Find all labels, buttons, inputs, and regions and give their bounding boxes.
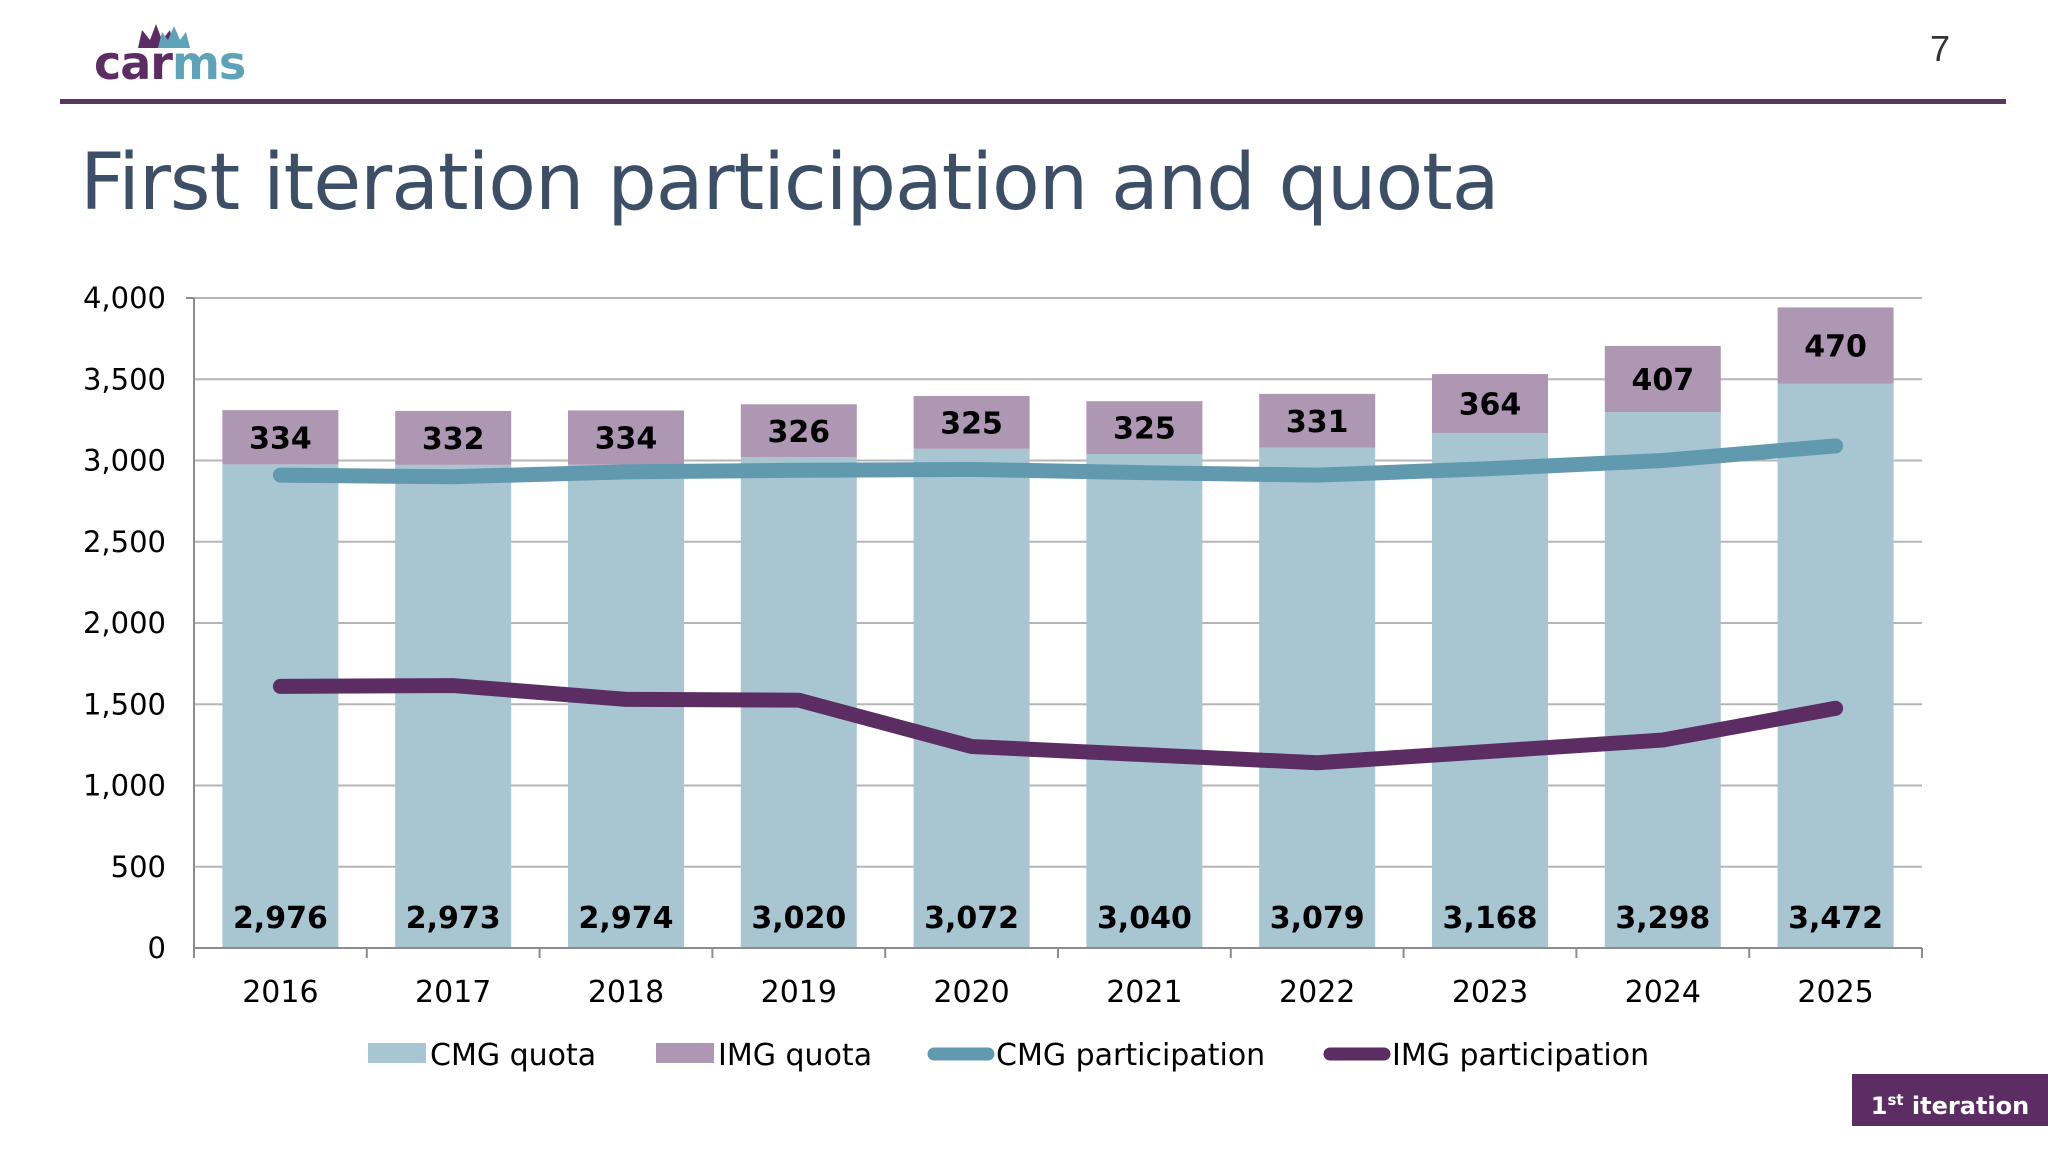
legend-label: CMG quota (430, 1038, 596, 1073)
x-tick-label: 2025 (1797, 975, 1873, 1010)
cmg-quota-bar (913, 448, 1030, 948)
y-tick-label: 2,500 (83, 525, 166, 559)
y-tick-label: 0 (148, 931, 166, 965)
legend-swatch (656, 1043, 714, 1063)
img-quota-bar (222, 410, 339, 465)
page-number: 7 (1929, 28, 1950, 69)
img-quota-label: 334 (249, 421, 312, 456)
x-tick-label: 2021 (1106, 975, 1182, 1010)
img-quota-bar (1777, 307, 1894, 384)
cmg-quota-label: 3,079 (1270, 901, 1365, 936)
y-tick-label: 4,000 (83, 281, 166, 315)
img-quota-label: 332 (422, 422, 485, 457)
cmg-quota-bar (1259, 447, 1376, 948)
cmg-quota-label: 2,973 (406, 901, 501, 936)
cmg-quota-label: 2,976 (233, 901, 328, 936)
img-quota-label: 331 (1286, 405, 1349, 440)
x-tick-label: 2018 (588, 975, 664, 1010)
cmg-quota-label: 3,040 (1097, 901, 1192, 936)
legend-label: IMG quota (718, 1038, 872, 1073)
img-quota-bar (1086, 401, 1203, 454)
x-tick-label: 2020 (933, 975, 1009, 1010)
cmg-quota-label: 3,472 (1788, 901, 1883, 936)
y-tick-label: 3,000 (83, 444, 166, 478)
img-quota-label: 326 (767, 415, 830, 450)
img-quota-label: 364 (1459, 388, 1522, 423)
logo-wordmark: carms (94, 36, 246, 90)
cmg-quota-bar (1086, 454, 1203, 948)
img-quota-bar (568, 410, 684, 465)
x-tick-label: 2022 (1279, 975, 1355, 1010)
cmg-quota-label: 3,298 (1615, 901, 1710, 936)
y-tick-label: 1,000 (83, 769, 166, 803)
x-tick-label: 2024 (1625, 975, 1701, 1010)
slide-title: First iteration participation and quota (80, 138, 1500, 228)
legend-label: CMG participation (996, 1038, 1265, 1073)
crown-icon (138, 24, 190, 48)
cmg-quota-label: 3,168 (1443, 901, 1538, 936)
img-quota-bar (1432, 374, 1548, 434)
y-tick-label: 1,500 (83, 687, 166, 721)
img-quota-bar (1604, 345, 1721, 413)
x-tick-label: 2017 (415, 975, 491, 1010)
cmg-quota-label: 3,072 (924, 901, 1019, 936)
cmg-quota-bar (1604, 412, 1721, 948)
img-quota-bar (913, 395, 1030, 449)
x-tick-label: 2023 (1452, 975, 1528, 1010)
y-tick-label: 2,000 (83, 606, 166, 640)
img-quota-label: 325 (1113, 412, 1176, 447)
y-tick-label: 500 (111, 850, 166, 884)
header-divider (60, 99, 2006, 104)
iteration-badge: 1st iteration (1852, 1074, 2048, 1126)
img-quota-bar (395, 410, 512, 465)
legend-label: IMG participation (1392, 1038, 1649, 1073)
cmg-quota-label: 3,020 (751, 901, 846, 936)
cmg-quota-label: 2,974 (579, 901, 674, 936)
img-quota-label: 334 (595, 422, 658, 457)
img-quota-label: 325 (940, 406, 1003, 441)
img-quota-bar (1259, 393, 1376, 448)
img-quota-label: 407 (1631, 363, 1694, 398)
cmg-quota-bar (1777, 383, 1894, 948)
legend-swatch (368, 1043, 426, 1063)
y-tick-label: 3,500 (83, 362, 166, 396)
carms-logo: carms (88, 10, 246, 90)
cmg-participation-line (272, 438, 1844, 485)
x-tick-label: 2019 (761, 975, 837, 1010)
img-quota-label: 470 (1804, 330, 1867, 365)
cmg-quota-bar (222, 464, 339, 948)
img-quota-bar (740, 404, 857, 458)
cmg-quota-bar (1432, 433, 1548, 948)
img-participation-line (272, 678, 1844, 771)
cmg-quota-bar (395, 464, 512, 948)
x-tick-label: 2016 (242, 975, 318, 1010)
